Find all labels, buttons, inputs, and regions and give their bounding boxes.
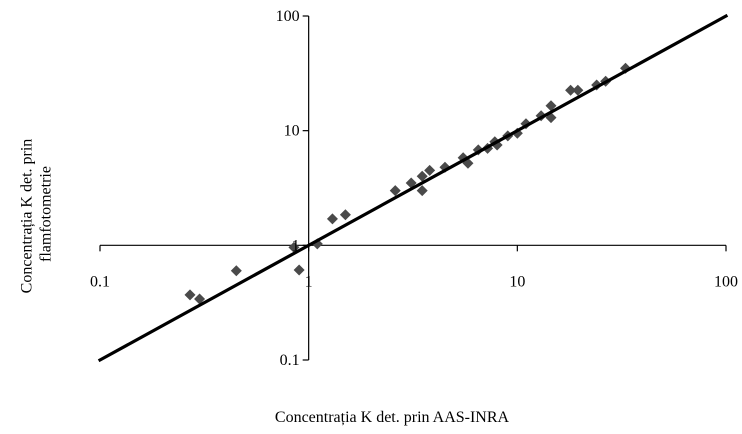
y-tick-label-3: 100 bbox=[276, 8, 300, 25]
x-tick-label-0: 0.1 bbox=[90, 273, 110, 290]
data-point-6 bbox=[326, 213, 338, 225]
data-point-4 bbox=[293, 264, 305, 276]
y-axis-title-line-2: flamfotometrie bbox=[38, 166, 55, 262]
data-point-7 bbox=[339, 209, 351, 221]
data-point-11 bbox=[416, 170, 428, 182]
data-point-26 bbox=[565, 84, 577, 96]
data-point-10 bbox=[416, 185, 428, 197]
y-tick-label-2: 10 bbox=[284, 123, 300, 140]
data-point-8 bbox=[389, 185, 401, 197]
x-axis-title: Concentrația K det. prin AAS-INRA bbox=[275, 409, 510, 426]
fit-line bbox=[97, 13, 729, 363]
data-point-25 bbox=[545, 100, 557, 112]
x-tick-label-1: 1 bbox=[305, 273, 313, 290]
data-points bbox=[184, 62, 632, 305]
data-point-1 bbox=[194, 293, 206, 305]
y-axis-title: Concentrația K det. prin flamfotometrie bbox=[18, 135, 54, 294]
y-tick-label-0: 0.1 bbox=[280, 352, 300, 369]
fit-line-group bbox=[97, 13, 729, 363]
x-tick-label-2: 10 bbox=[509, 273, 525, 290]
tick-labels: 0.1 1 10 100 0.1 1 10 100 bbox=[90, 8, 738, 369]
data-point-2 bbox=[230, 265, 242, 277]
y-tick-label-1: 1 bbox=[292, 237, 300, 254]
data-point-12 bbox=[424, 164, 436, 176]
y-axis-title-line-1: Concentrația K det. prin bbox=[18, 139, 35, 294]
x-tick-label-3: 100 bbox=[714, 273, 738, 290]
axes bbox=[99, 15, 727, 361]
data-point-27 bbox=[572, 84, 584, 96]
data-point-0 bbox=[184, 289, 196, 301]
